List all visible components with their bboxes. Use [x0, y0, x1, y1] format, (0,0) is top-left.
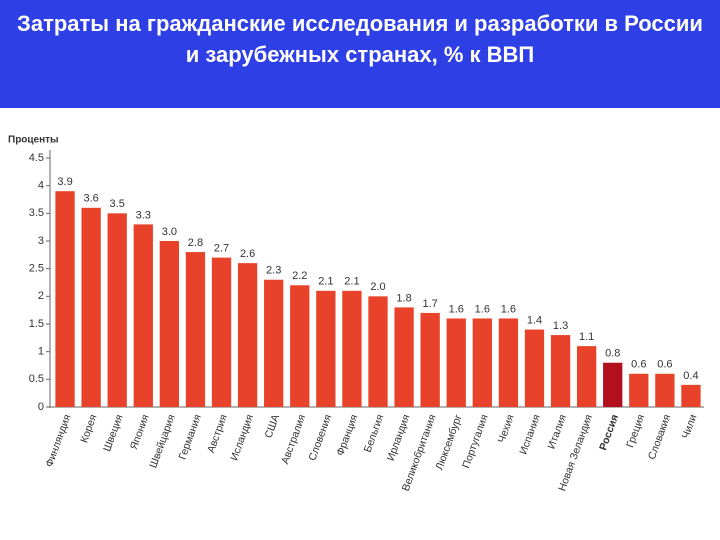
x-tick-label: Словения: [306, 413, 334, 463]
data-label: 1.4: [527, 314, 542, 326]
data-label: 3.0: [162, 226, 177, 238]
bar: [342, 290, 362, 407]
data-label: 3.6: [83, 193, 98, 205]
bar: [629, 373, 649, 407]
data-label: 0.6: [631, 359, 646, 371]
data-label: 1.6: [449, 303, 464, 315]
y-tick-label: 3: [38, 235, 44, 247]
y-tick-label: 2: [38, 290, 44, 302]
data-label: 2.3: [266, 265, 281, 277]
data-label: 0.6: [657, 359, 672, 371]
bar: [264, 279, 284, 407]
x-tick-label: Бельгия: [362, 413, 387, 454]
x-tick-label: Чехия: [495, 413, 516, 445]
y-tick-label: 2.5: [29, 263, 44, 275]
x-tick-label: Франция: [334, 413, 360, 458]
data-label: 2.1: [318, 276, 333, 288]
data-label: 2.8: [188, 237, 203, 249]
bar: [159, 241, 180, 407]
bar: [655, 373, 675, 407]
x-tick-label: Португалия: [460, 413, 491, 470]
bar: [368, 296, 388, 407]
x-tick-label: Чили: [680, 413, 700, 441]
y-tick-label: 4: [38, 180, 44, 192]
x-tick-label: Испания: [517, 413, 543, 456]
bar: [55, 191, 75, 407]
x-tick-label: Германия: [176, 413, 203, 461]
data-label: 2.6: [240, 248, 255, 260]
bar: [603, 362, 623, 407]
data-label: 1.3: [553, 320, 568, 332]
bar: [81, 207, 101, 407]
data-label: 1.8: [396, 292, 411, 304]
bar: [472, 318, 492, 407]
bar: [576, 346, 597, 407]
data-label: 2.2: [292, 270, 307, 282]
bar: [524, 329, 545, 407]
bar: [420, 312, 440, 407]
y-tick-label: 1: [38, 346, 44, 358]
x-tick-label: Россия: [597, 413, 621, 452]
chart-title: Затраты на гражданские исследования и ра…: [17, 11, 703, 67]
bar: [185, 252, 206, 407]
x-tick-label: Италия: [545, 413, 569, 451]
x-tick-label: Ирландия: [385, 413, 413, 463]
bar: [237, 263, 258, 407]
bar: [681, 384, 701, 407]
data-label: 1.7: [423, 298, 438, 310]
bar: [316, 290, 336, 407]
data-label: 1.6: [475, 303, 490, 315]
bar: [394, 307, 414, 407]
x-tick-label: Греция: [624, 413, 647, 449]
bar: [498, 318, 519, 407]
data-label: 1.1: [579, 331, 594, 343]
y-tick-label: 4.5: [29, 152, 44, 164]
data-label: 1.6: [501, 303, 516, 315]
bar: [211, 257, 232, 407]
bar: [550, 335, 571, 407]
x-tick-label: Исландия: [228, 413, 256, 462]
x-tick-label: Швейцария: [147, 413, 177, 470]
bar: [107, 213, 127, 407]
data-label: 2.1: [344, 276, 359, 288]
data-label: 3.3: [136, 209, 151, 221]
data-label: 0.8: [605, 348, 620, 360]
data-label: 3.5: [110, 198, 125, 210]
x-tick-label: Австрия: [205, 413, 230, 455]
bar: [133, 224, 153, 407]
x-tick-label: Корея: [78, 413, 99, 445]
x-tick-label: Люксембург: [433, 413, 464, 472]
data-label: 3.9: [57, 176, 72, 188]
title-band: [0, 0, 720, 108]
y-tick-label: 0.5: [29, 373, 44, 385]
y-axis-label: Проценты: [8, 135, 59, 146]
x-tick-label: Словакия: [646, 413, 673, 461]
data-label: 0.4: [683, 370, 698, 382]
bar: [290, 285, 310, 407]
data-label: 2.7: [214, 243, 229, 255]
x-tick-label: США: [263, 413, 283, 440]
data-label: 2.0: [370, 281, 385, 293]
y-tick-label: 3.5: [29, 207, 44, 219]
y-tick-label: 1.5: [29, 318, 44, 330]
x-tick-label: Финляндия: [43, 413, 73, 469]
x-tick-label: Австралия: [279, 413, 308, 466]
x-tick-label: Япония: [128, 413, 152, 451]
x-tick-label: Швеция: [101, 413, 125, 453]
bar: [446, 318, 466, 407]
y-tick-label: 0: [38, 401, 44, 413]
